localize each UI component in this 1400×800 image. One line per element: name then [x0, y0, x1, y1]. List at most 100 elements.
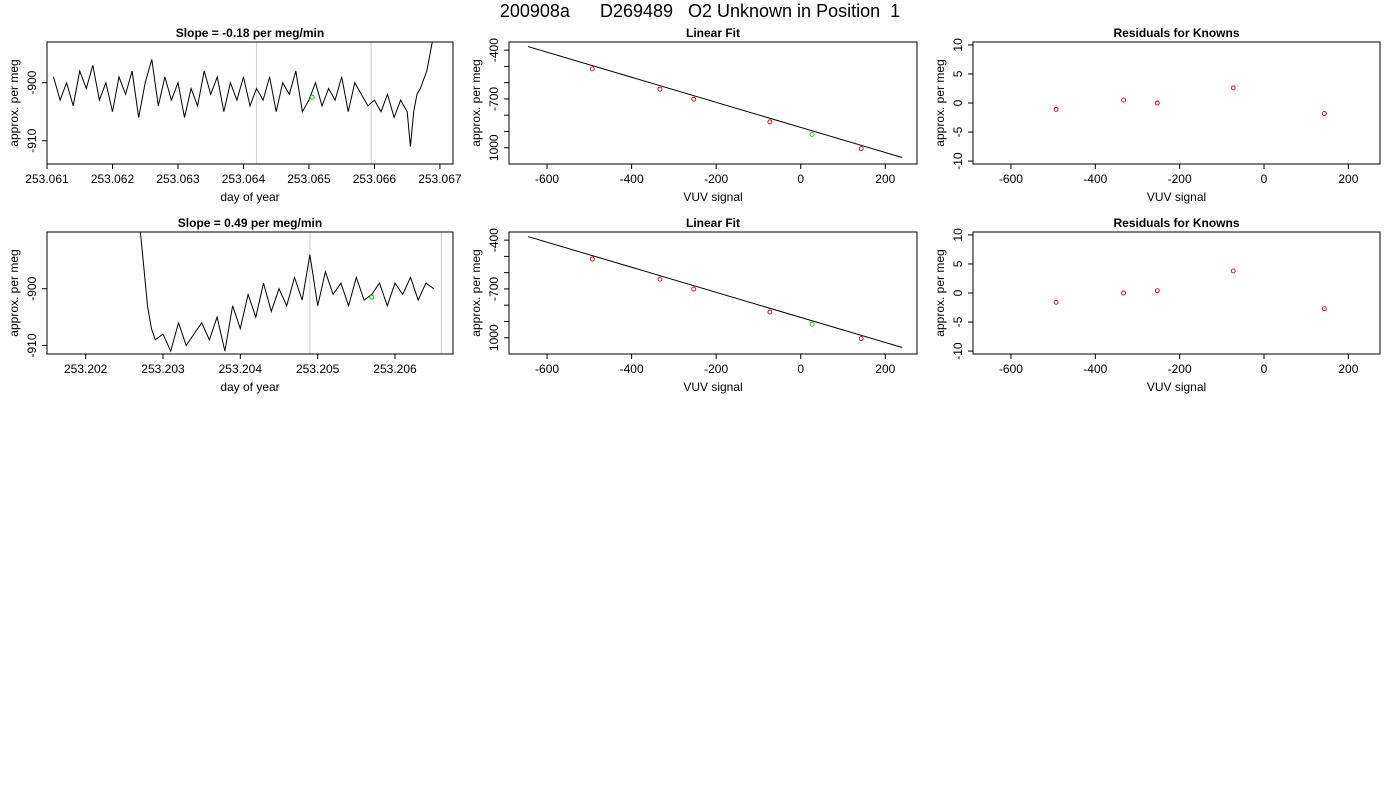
x-tick-label: 200	[1338, 172, 1358, 186]
x-tick-label: 253.062	[91, 172, 135, 186]
y-axis-label: approx. per meg	[469, 59, 483, 146]
x-tick-label: 253.202	[64, 362, 108, 376]
panel-title: Linear Fit	[686, 26, 740, 40]
x-tick-label: -400	[620, 362, 644, 376]
y-tick-label: 5	[951, 70, 965, 77]
x-tick-label: -400	[1083, 172, 1107, 186]
y-tick-label: 5	[951, 260, 965, 267]
data-point	[1154, 288, 1160, 294]
y-tick-label: 10	[951, 38, 965, 52]
page-title: 200908a D269489 O2 Unknown in Position 1	[499, 1, 901, 21]
y-tick-label: 1000	[487, 134, 501, 161]
y-tick-label: -900	[25, 70, 39, 94]
y-tick-label: -400	[487, 228, 501, 252]
x-tick-label: 0	[797, 172, 804, 186]
y-tick-label: -10	[951, 342, 965, 360]
plot-frame	[508, 41, 918, 165]
series-line	[139, 232, 434, 353]
y-axis-label: approx. per meg	[7, 249, 21, 336]
x-tick-label: -400	[1083, 362, 1107, 376]
y-tick-label: -700	[487, 277, 501, 301]
y-tick-label: 0	[951, 99, 965, 106]
data-point	[767, 119, 773, 125]
panel-4	[42, 231, 454, 359]
x-tick-label: -200	[1168, 172, 1192, 186]
y-tick-label: -5	[951, 316, 965, 327]
data-point	[691, 286, 697, 292]
x-axis-label: VUV signal	[1147, 190, 1206, 204]
x-tick-label: -200	[1168, 362, 1192, 376]
x-tick-label: 0	[797, 362, 804, 376]
data-point	[767, 309, 773, 315]
panel-title: Slope = -0.18 per meg/min	[176, 26, 324, 40]
data-point	[1053, 106, 1059, 112]
x-tick-label: 253.205	[296, 362, 340, 376]
panel-2	[504, 41, 918, 169]
y-axis-label: approx. per meg	[7, 59, 21, 146]
data-point	[1230, 85, 1236, 91]
panel-title: Residuals for Knowns	[1113, 216, 1239, 230]
x-tick-label: -600	[535, 362, 559, 376]
x-axis-label: day of year	[220, 190, 279, 204]
highlight-point	[309, 94, 315, 100]
y-tick-label: -700	[487, 87, 501, 111]
y-tick-label: -900	[25, 276, 39, 300]
panel-5	[504, 231, 918, 359]
data-point	[1230, 268, 1236, 274]
data-point	[657, 276, 663, 282]
x-axis-label: VUV signal	[1147, 380, 1206, 394]
panel-3	[968, 41, 1381, 169]
x-tick-label: 200	[875, 172, 895, 186]
x-tick-label: 253.063	[156, 172, 200, 186]
data-point	[691, 96, 697, 102]
fit-line	[527, 236, 903, 348]
data-point	[1321, 111, 1327, 116]
x-tick-label: 253.204	[219, 362, 263, 376]
data-point	[1154, 100, 1160, 106]
x-tick-label: -200	[704, 172, 728, 186]
x-tick-label: 253.067	[418, 172, 462, 186]
y-tick-label: 10	[951, 228, 965, 242]
y-tick-label: -910	[25, 333, 39, 357]
x-tick-label: 0	[1261, 172, 1268, 186]
x-axis-label: day of year	[220, 380, 279, 394]
data-point	[657, 86, 663, 92]
panel-title: Linear Fit	[686, 216, 740, 230]
y-axis-label: approx. per meg	[933, 59, 947, 146]
plot-frame	[972, 231, 1381, 355]
data-point	[1121, 97, 1127, 103]
data-point	[858, 146, 864, 151]
highlight-point	[369, 294, 375, 300]
x-tick-label: 253.061	[25, 172, 69, 186]
x-tick-label: 253.203	[141, 362, 185, 376]
data-point	[589, 66, 595, 72]
x-tick-label: -200	[704, 362, 728, 376]
plot-frame	[508, 231, 918, 355]
y-axis-label: approx. per meg	[469, 249, 483, 336]
y-tick-label: -10	[951, 152, 965, 170]
x-tick-label: -600	[999, 362, 1023, 376]
plot-frame	[972, 41, 1381, 165]
data-point	[1121, 290, 1127, 296]
plot-frame	[46, 231, 454, 355]
x-tick-label: 253.065	[287, 172, 331, 186]
x-tick-label: 253.064	[222, 172, 266, 186]
data-point	[1321, 306, 1327, 312]
y-axis-label: approx. per meg	[933, 249, 947, 336]
x-tick-label: 0	[1261, 362, 1268, 376]
x-tick-label: 200	[875, 362, 895, 376]
x-axis-label: VUV signal	[683, 190, 742, 204]
panel-title: Slope = 0.49 per meg/min	[178, 216, 322, 230]
x-axis-label: VUV signal	[683, 380, 742, 394]
y-tick-label: 1000	[487, 324, 501, 351]
x-tick-label: -400	[620, 172, 644, 186]
data-point	[1053, 299, 1059, 305]
plot-frame	[46, 41, 454, 165]
y-tick-label: -5	[951, 126, 965, 137]
y-tick-label: 0	[951, 289, 965, 296]
x-tick-label: 253.066	[353, 172, 397, 186]
x-tick-label: 200	[1338, 362, 1358, 376]
y-tick-label: -400	[487, 38, 501, 62]
data-point	[809, 321, 815, 327]
